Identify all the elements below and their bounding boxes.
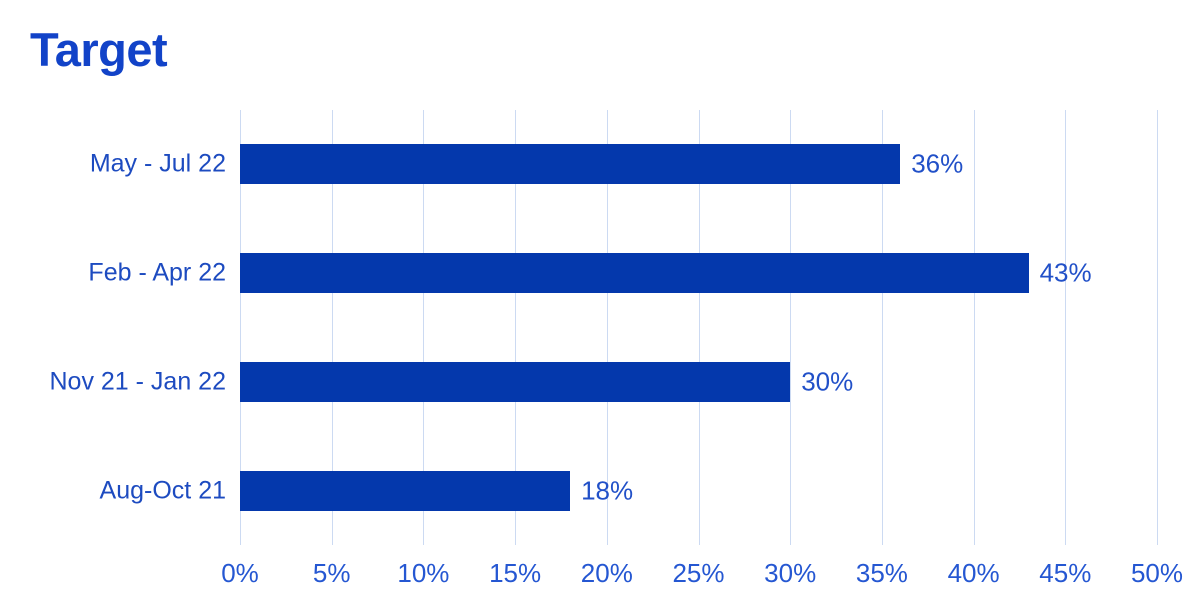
gridline (973, 110, 975, 545)
category-label: May - Jul 22 (89, 149, 226, 178)
bar-nov-21-jan-22[interactable] (240, 361, 791, 402)
value-label: 43% (1039, 257, 1092, 288)
x-tick-label: 35% (855, 558, 908, 588)
gridline (240, 110, 241, 545)
x-tick-label: 30% (764, 558, 817, 588)
value-label: 36% (911, 148, 964, 179)
x-tick-label: 40% (947, 558, 1000, 588)
value-label: 30% (801, 366, 854, 397)
chart-title: Target (30, 23, 168, 76)
x-tick-label: 50% (1130, 558, 1184, 588)
gridline (698, 110, 700, 545)
x-tick-label: 10% (397, 558, 450, 588)
bar-feb-apr-22[interactable] (240, 253, 1029, 294)
x-tick-label: 25% (672, 558, 725, 588)
category-label: Nov 21 - Jan 22 (49, 367, 227, 396)
plot-area: 36% 43% 30% 18% (240, 110, 1158, 545)
gridline (1157, 110, 1158, 545)
gridline (881, 110, 883, 545)
category-label: Feb - Apr 22 (88, 258, 226, 287)
x-tick-label: 20% (580, 558, 633, 588)
gridline (606, 110, 608, 545)
gridline (331, 110, 333, 545)
x-tick-label: 15% (489, 558, 542, 588)
bar-aug-oct-21[interactable] (240, 470, 571, 511)
value-label: 18% (581, 475, 634, 506)
gridline (515, 110, 517, 545)
x-tick-label: 45% (1039, 558, 1092, 588)
category-label: Aug-Oct 21 (99, 476, 226, 505)
gridline (790, 110, 792, 545)
gridline (1065, 110, 1067, 545)
x-tick-label: 0% (221, 558, 259, 588)
x-tick-label: 5% (312, 558, 351, 588)
gridline (423, 110, 425, 545)
bar-may-jul-22[interactable] (240, 144, 901, 185)
